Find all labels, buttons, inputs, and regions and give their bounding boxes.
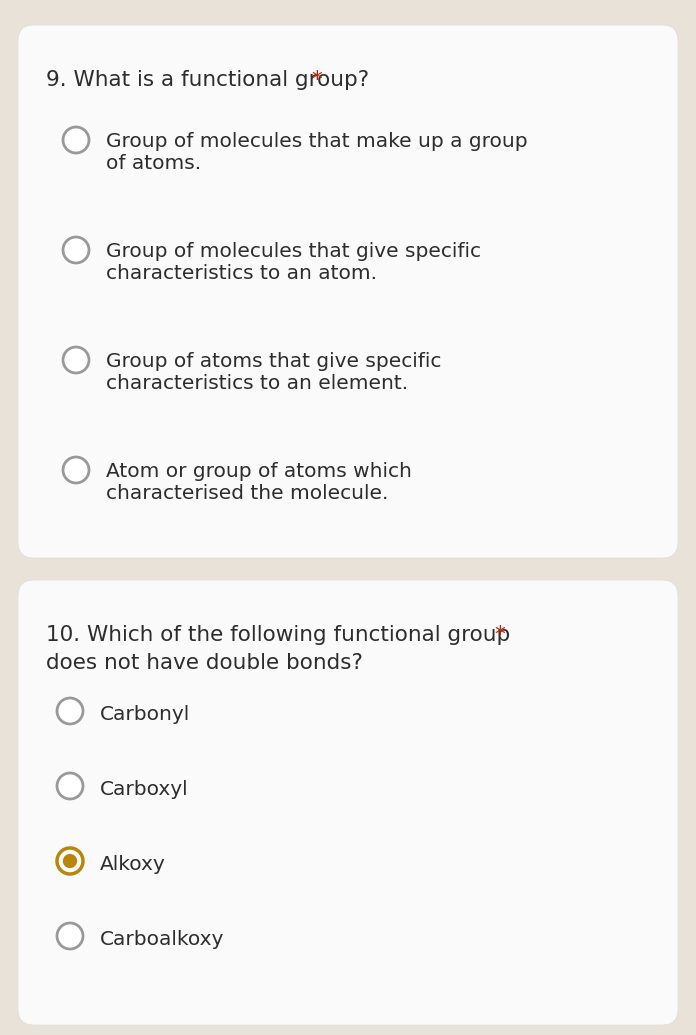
Circle shape [63, 127, 89, 153]
Text: *: * [311, 70, 322, 90]
Text: Carboxyl: Carboxyl [100, 780, 189, 799]
Text: Alkoxy: Alkoxy [100, 855, 166, 874]
Text: Group of atoms that give specific: Group of atoms that give specific [106, 352, 441, 371]
Text: Carbonyl: Carbonyl [100, 705, 190, 724]
Circle shape [57, 773, 83, 799]
FancyBboxPatch shape [18, 580, 678, 1025]
Text: Group of molecules that give specific: Group of molecules that give specific [106, 242, 481, 261]
Circle shape [63, 347, 89, 373]
Circle shape [57, 848, 83, 874]
Text: Group of molecules that make up a group: Group of molecules that make up a group [106, 132, 528, 151]
Text: characteristics to an element.: characteristics to an element. [106, 374, 408, 393]
Text: Carboalkoxy: Carboalkoxy [100, 930, 224, 949]
Circle shape [57, 698, 83, 724]
FancyBboxPatch shape [18, 25, 678, 558]
Text: characteristics to an atom.: characteristics to an atom. [106, 264, 377, 283]
Circle shape [63, 237, 89, 263]
Text: 10. Which of the following functional group: 10. Which of the following functional gr… [46, 625, 510, 645]
Text: 9. What is a functional group?: 9. What is a functional group? [46, 70, 369, 90]
Text: Atom or group of atoms which: Atom or group of atoms which [106, 462, 412, 481]
Circle shape [63, 854, 77, 868]
Text: does not have double bonds?: does not have double bonds? [46, 653, 363, 673]
Text: of atoms.: of atoms. [106, 154, 201, 173]
Text: *: * [494, 625, 505, 645]
Circle shape [57, 923, 83, 949]
Circle shape [63, 457, 89, 483]
Text: characterised the molecule.: characterised the molecule. [106, 484, 388, 503]
